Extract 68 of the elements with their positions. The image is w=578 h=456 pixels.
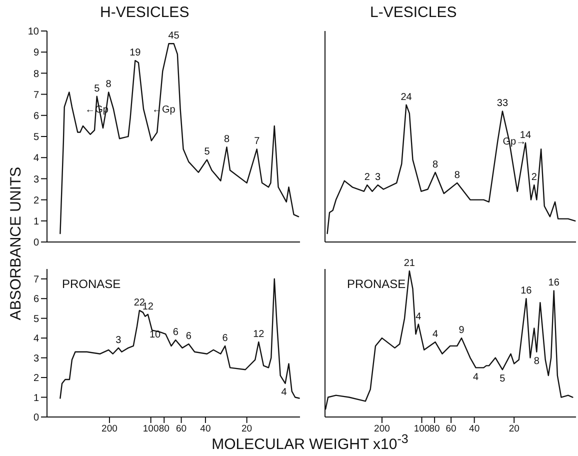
annotation: 4 <box>281 386 288 398</box>
annotation: 2 <box>531 172 538 184</box>
x-tick-label: 60 <box>446 424 456 435</box>
annotation: 24 <box>400 92 412 103</box>
y-axis-title: ABSORBANCE UNITS <box>8 166 24 322</box>
annotation: 4 <box>473 372 480 383</box>
annotation: 4 <box>416 311 422 322</box>
annotation: 45 <box>168 30 180 42</box>
x-tick-label: 40 <box>200 424 211 435</box>
annotation: 3 <box>116 334 122 346</box>
x-tick-label: 40 <box>469 424 480 435</box>
x-tick-label: 200 <box>374 424 390 435</box>
annotation: 8 <box>224 134 230 146</box>
annotation: 5 <box>204 146 210 158</box>
x-tick-label: 80 <box>158 424 170 435</box>
annotation: 22 <box>134 297 146 308</box>
y-tick-label: 3 <box>33 353 40 364</box>
y-tick-label: 3 <box>33 174 40 186</box>
annotation: 21 <box>404 258 416 269</box>
x-tick-label: 100 <box>414 424 430 435</box>
y-tick-label: 5 <box>33 314 40 325</box>
y-tick-label: 7 <box>33 90 40 101</box>
annotation: 8 <box>106 79 112 90</box>
y-tick-label: 2 <box>33 373 40 384</box>
x-axis-title: MOLECULAR WEIGHT x10$^{-3}$ <box>212 432 408 453</box>
annotation: 3 <box>375 172 382 184</box>
annotation: PRONASE <box>347 277 406 291</box>
x-tick-label: 80 <box>429 424 440 435</box>
y-tick-label: 6 <box>33 110 40 122</box>
annotation: 12 <box>253 329 265 340</box>
y-tick-label: 1 <box>33 392 40 404</box>
y-tick-label: 4 <box>33 334 40 345</box>
annotation: PRONASE <box>62 277 121 291</box>
y-tick-label: 6 <box>33 294 40 306</box>
chart-title: H-VESICLES <box>100 4 190 21</box>
y-tick-label: 10 <box>28 26 40 38</box>
annotation: 8 <box>432 159 439 170</box>
annotation: 33 <box>496 98 508 110</box>
chart-title: L-VESICLES <box>370 4 457 21</box>
annotation: 6 <box>172 327 179 338</box>
annotation: 7 <box>254 136 260 148</box>
annotation: 19 <box>130 48 142 59</box>
annotation: 16 <box>548 278 560 289</box>
annotation: 5 <box>500 374 506 385</box>
y-tick-label: 0 <box>33 412 40 424</box>
x-tick-label: 20 <box>508 424 520 435</box>
annotation: 4 <box>432 329 439 340</box>
x-tick-label: 200 <box>102 424 118 435</box>
annotation: 8 <box>534 356 540 367</box>
annotation: 2 <box>364 172 370 184</box>
x-tick-label: 20 <box>242 424 252 435</box>
annotation: 6 <box>186 330 192 342</box>
y-tick-label: 1 <box>33 216 40 228</box>
annotation: 16 <box>520 286 532 297</box>
y-tick-label: 7 <box>33 274 40 286</box>
y-tick-label: 4 <box>33 153 40 164</box>
x-tick-label: 100 <box>142 424 159 435</box>
annotation: 5 <box>94 83 100 94</box>
annotation: 14 <box>520 130 532 141</box>
annotation: 6 <box>222 332 228 344</box>
y-tick-label: 8 <box>33 68 40 80</box>
x-tick-label: 60 <box>176 424 187 435</box>
annotation: 8 <box>454 170 460 181</box>
annotation: 9 <box>458 325 465 336</box>
y-tick-label: 0 <box>33 238 40 249</box>
y-tick-label: 9 <box>33 48 40 59</box>
y-tick-label: 2 <box>33 195 40 206</box>
y-tick-label: 5 <box>33 132 40 144</box>
